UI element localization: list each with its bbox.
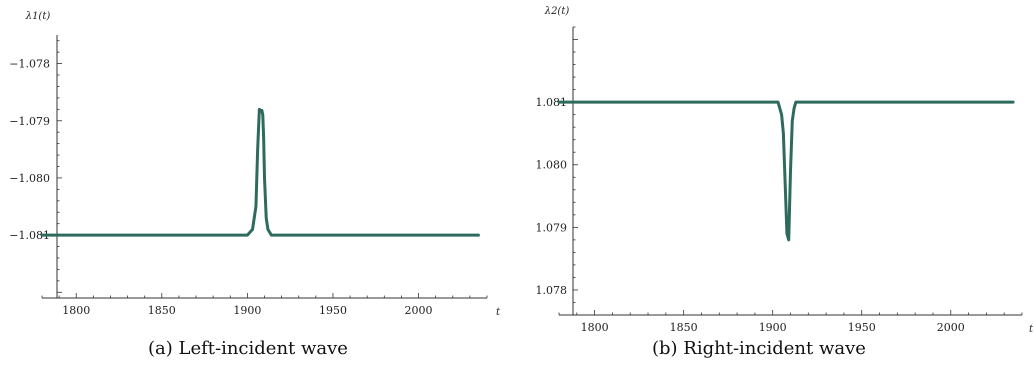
x-tick-label: 1900 bbox=[759, 321, 787, 334]
chart-panel-b: 1800 1850 1900 1950 2000 1.078 1.079 1.080 1.081… bbox=[536, 6, 1034, 335]
y-tick-label: −1.079 bbox=[9, 115, 50, 128]
x-tick-label: 1850 bbox=[148, 304, 176, 317]
series-line bbox=[557, 100, 1015, 242]
series-line bbox=[40, 107, 480, 237]
y-tick-label: −1.081 bbox=[9, 229, 50, 242]
caption-a: (a) Left-incident wave bbox=[148, 338, 348, 359]
y-axis-label: λ1(t) bbox=[25, 11, 51, 22]
x-tick-label: 1900 bbox=[233, 304, 261, 317]
chart-panel-a: 1800 1850 1900 1950 2000 −1.081 −1.080 −1.079 −1… bbox=[9, 11, 501, 318]
x-tick-label: 1950 bbox=[848, 321, 876, 334]
y-axis-label: λ2(t) bbox=[544, 6, 570, 17]
x-tick-label: 2000 bbox=[937, 321, 965, 334]
y-tick-label: 1.078 bbox=[536, 284, 568, 297]
x-axis-label: t bbox=[1029, 324, 1034, 335]
y-tick-label: 1.080 bbox=[536, 159, 568, 172]
y-tick-label: −1.080 bbox=[9, 172, 50, 185]
x-axis-label: t bbox=[496, 307, 501, 318]
y-tick-label: 1.079 bbox=[536, 221, 568, 234]
caption-b: (b) Right-incident wave bbox=[652, 338, 866, 359]
x-tick-label: 1950 bbox=[319, 304, 347, 317]
y-tick-label: −1.078 bbox=[9, 58, 50, 71]
y-tick-label: 1.081 bbox=[536, 96, 568, 109]
x-tick-label: 2000 bbox=[405, 304, 433, 317]
x-tick-label: 1800 bbox=[581, 321, 609, 334]
x-tick-label: 1850 bbox=[670, 321, 698, 334]
x-tick-label: 1800 bbox=[62, 304, 90, 317]
